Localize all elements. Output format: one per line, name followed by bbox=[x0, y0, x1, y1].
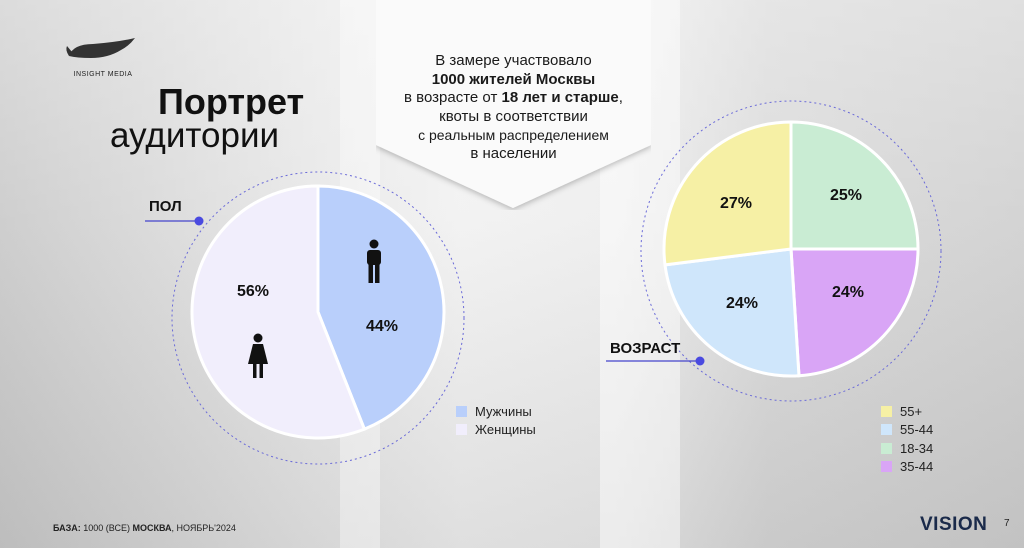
gender-label: ПОЛ bbox=[149, 198, 182, 215]
banner-line: в возрасте от 18 лет и старше, bbox=[376, 89, 651, 108]
gender-pointer-dot bbox=[194, 216, 204, 226]
banner-line: с реальным распределением bbox=[418, 127, 609, 143]
legend-swatch bbox=[881, 424, 892, 436]
gender-orbit bbox=[171, 171, 465, 465]
footer-city: МОСКВА bbox=[132, 523, 172, 533]
page-subtitle: аудитории bbox=[110, 116, 280, 155]
pie-slice bbox=[316, 184, 446, 432]
gender-pie: 44% 56% bbox=[190, 184, 446, 440]
banner-text-part: , bbox=[618, 89, 623, 106]
legend-swatch bbox=[881, 405, 892, 417]
age-legend: 55+ 55-44 18-34 35-44 bbox=[881, 402, 933, 476]
age-pointer-dot bbox=[695, 356, 705, 366]
legend-label: 55-44 bbox=[900, 422, 934, 438]
pie-slice bbox=[789, 120, 920, 251]
legend-label: 18-34 bbox=[900, 440, 934, 456]
page-number: 7 bbox=[1004, 518, 1010, 529]
gender-legend: Мужчины Женщины bbox=[456, 402, 536, 439]
pie-data-label: 24% bbox=[832, 284, 864, 301]
age-label: ВОЗРАСТ bbox=[610, 340, 681, 357]
legend-swatch bbox=[881, 461, 892, 473]
pie-slice bbox=[190, 184, 367, 440]
legend-item: 55-44 bbox=[881, 421, 933, 440]
footer-date: , НОЯБРЬ'2024 bbox=[171, 523, 236, 533]
legend-item: 55+ bbox=[881, 402, 933, 421]
legend-label: 55+ bbox=[900, 403, 923, 419]
whale-logo-icon bbox=[66, 38, 135, 58]
brand-logo-text: VISION bbox=[920, 514, 988, 535]
banner-line: 1000 жителей Москвы bbox=[431, 70, 596, 88]
banner-text-bold: 18 лет и старше bbox=[501, 89, 619, 106]
footer-base-value: 1000 (ВСЕ) bbox=[80, 523, 133, 533]
age-pie: 27% 24% 25% 24% bbox=[662, 120, 920, 378]
logo-text: INSIGHT MEDIA bbox=[73, 71, 133, 78]
legend-label: Женщины bbox=[475, 422, 536, 438]
pie-slice bbox=[662, 120, 793, 267]
female-figure-icon bbox=[248, 333, 268, 378]
age-orbit bbox=[640, 100, 942, 402]
pie-slice bbox=[663, 247, 801, 378]
legend-swatch bbox=[456, 405, 467, 417]
logo: INSIGHT MEDIA bbox=[62, 34, 144, 78]
banner-line: В замере участвовало bbox=[435, 52, 592, 69]
pie-data-label: 27% bbox=[720, 195, 752, 212]
legend-swatch bbox=[881, 442, 892, 454]
legend-swatch bbox=[456, 424, 467, 436]
banner-line: квоты в соответствии bbox=[439, 107, 588, 125]
footer-base-label: БАЗА: bbox=[53, 523, 81, 533]
pie-data-label: 25% bbox=[830, 187, 862, 204]
legend-item: 35-44 bbox=[881, 458, 933, 477]
banner-line: в населении bbox=[470, 144, 557, 162]
male-figure-icon bbox=[367, 239, 381, 283]
pie-data-label: 44% bbox=[366, 318, 398, 335]
info-banner bbox=[376, 0, 651, 208]
banner-text: В замере участвовало 1000 жителей Москвы… bbox=[376, 52, 651, 163]
page-title: Портрет bbox=[158, 81, 305, 122]
legend-label: Мужчины bbox=[475, 403, 532, 419]
pie-data-label: 56% bbox=[237, 283, 269, 300]
footer: БАЗА: 1000 (ВСЕ) МОСКВА, НОЯБРЬ'2024 bbox=[53, 523, 236, 533]
pie-slice bbox=[789, 247, 920, 378]
pie-data-label: 24% bbox=[726, 295, 758, 312]
legend-item: Мужчины bbox=[456, 402, 536, 421]
banner-text-part: в возрасте от bbox=[404, 89, 502, 106]
legend-label: 35-44 bbox=[900, 459, 934, 475]
legend-item: Женщины bbox=[456, 421, 536, 440]
legend-item: 18-34 bbox=[881, 439, 933, 458]
